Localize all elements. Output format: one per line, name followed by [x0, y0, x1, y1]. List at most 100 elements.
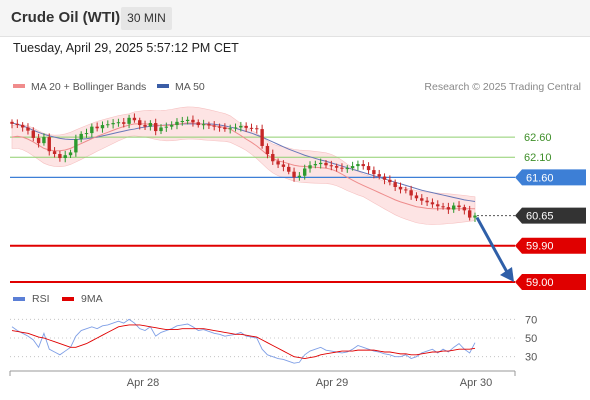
candle-body: [95, 126, 99, 129]
candle-body: [148, 123, 153, 127]
candle-body: [47, 137, 51, 152]
candle-body: [79, 133, 83, 140]
candle-body: [138, 120, 142, 126]
candle-body: [356, 164, 360, 167]
rsi-tick-70: 70: [525, 314, 537, 326]
candle-body: [255, 128, 259, 130]
rsi-legend-label: RSI: [32, 293, 50, 305]
candle-body: [31, 130, 35, 138]
forecast-arrow: [475, 216, 510, 275]
candle-body: [377, 174, 381, 177]
candle-body: [462, 207, 467, 211]
candle-body: [244, 125, 248, 128]
candle-body: [382, 176, 387, 180]
candle-body: [74, 139, 78, 153]
candle-body: [63, 155, 67, 159]
candle-body: [313, 164, 318, 166]
candle-body: [340, 167, 344, 169]
rsi-ma-legend-swatch: [62, 297, 74, 301]
candle-body: [276, 161, 280, 165]
header-bar: [0, 0, 590, 37]
candle-body: [212, 125, 216, 127]
candle-body: [106, 124, 110, 126]
candle-body: [281, 164, 286, 167]
legend-label-1: MA 50: [175, 81, 205, 93]
candle-body: [10, 121, 14, 124]
candle-body: [201, 124, 206, 126]
instrument-title: Crude Oil (WTI): [11, 9, 121, 26]
timeframe-button[interactable]: 30 MIN: [121, 7, 172, 30]
candle-body: [175, 121, 179, 126]
candle-body: [292, 171, 296, 178]
candle-body: [159, 127, 163, 132]
ma50-line: [11, 122, 476, 202]
candle-body: [388, 179, 392, 183]
candle-body: [143, 125, 147, 127]
candle-body: [297, 175, 302, 178]
x-tick-label: Apr 29: [316, 377, 348, 389]
rsi-ma9-line: [11, 324, 476, 359]
candle-body: [265, 145, 270, 155]
rsi-legend-swatch: [13, 297, 25, 301]
candle-body: [404, 189, 408, 191]
candle-body: [122, 122, 126, 124]
candle-body: [191, 119, 195, 123]
candle-body: [414, 195, 419, 199]
candle-body: [287, 166, 291, 172]
level-tag-60.65: [515, 207, 586, 224]
candle-body: [58, 154, 62, 159]
candle-body: [15, 123, 20, 126]
candle-body: [249, 127, 254, 129]
level-label-59.90: 59.90: [526, 241, 554, 253]
level-tag-59.00: [515, 273, 586, 290]
candle-body: [153, 123, 158, 132]
candle-body: [372, 170, 376, 175]
rsi-ma-legend-label: 9MA: [81, 293, 103, 305]
candle-body: [430, 202, 435, 205]
legend-label-0: MA 20 + Bollinger Bands: [31, 81, 146, 93]
candle-body: [467, 210, 472, 218]
candle-body: [473, 215, 477, 218]
candle-body: [436, 204, 440, 207]
legend-swatch-0: [13, 84, 25, 88]
x-tick-label: Apr 28: [127, 377, 159, 389]
candle-body: [68, 152, 73, 156]
candle-body: [196, 122, 200, 126]
candle-body: [217, 126, 222, 128]
candle-body: [260, 129, 264, 146]
candle-body: [420, 198, 424, 201]
level-label-59.00: 59.00: [526, 277, 554, 289]
candle-body: [52, 151, 57, 155]
candle-body: [26, 127, 30, 131]
candle-body: [361, 164, 365, 167]
x-tick-label: Apr 30: [460, 377, 492, 389]
bollinger-band: [11, 106, 476, 225]
forecast-arrowhead: [500, 266, 514, 282]
candle-body: [20, 125, 25, 128]
candle-body: [239, 125, 243, 128]
candle-body: [36, 137, 41, 144]
candle-body: [185, 119, 190, 122]
candle-body: [100, 125, 105, 129]
candle-body: [457, 205, 461, 208]
candle-body: [303, 168, 307, 176]
candle-body: [452, 205, 456, 210]
candle-body: [441, 206, 445, 208]
candle-body: [228, 128, 232, 130]
candle-body: [308, 165, 312, 169]
candle-body: [366, 166, 371, 171]
candle-body: [207, 124, 211, 126]
candle-body: [223, 127, 227, 130]
candle-body: [350, 166, 355, 169]
candle-body: [132, 117, 137, 121]
candle-body: [446, 207, 451, 210]
ma20-line: [11, 122, 475, 210]
candle-body: [127, 117, 131, 124]
rsi-line: [11, 318, 476, 364]
level-label-61.60: 61.60: [526, 172, 554, 184]
level-tag-61.60: [515, 169, 586, 186]
candle-body: [345, 168, 349, 170]
candle-body: [334, 166, 339, 168]
candle-body: [84, 133, 89, 135]
candle-body: [393, 182, 397, 188]
